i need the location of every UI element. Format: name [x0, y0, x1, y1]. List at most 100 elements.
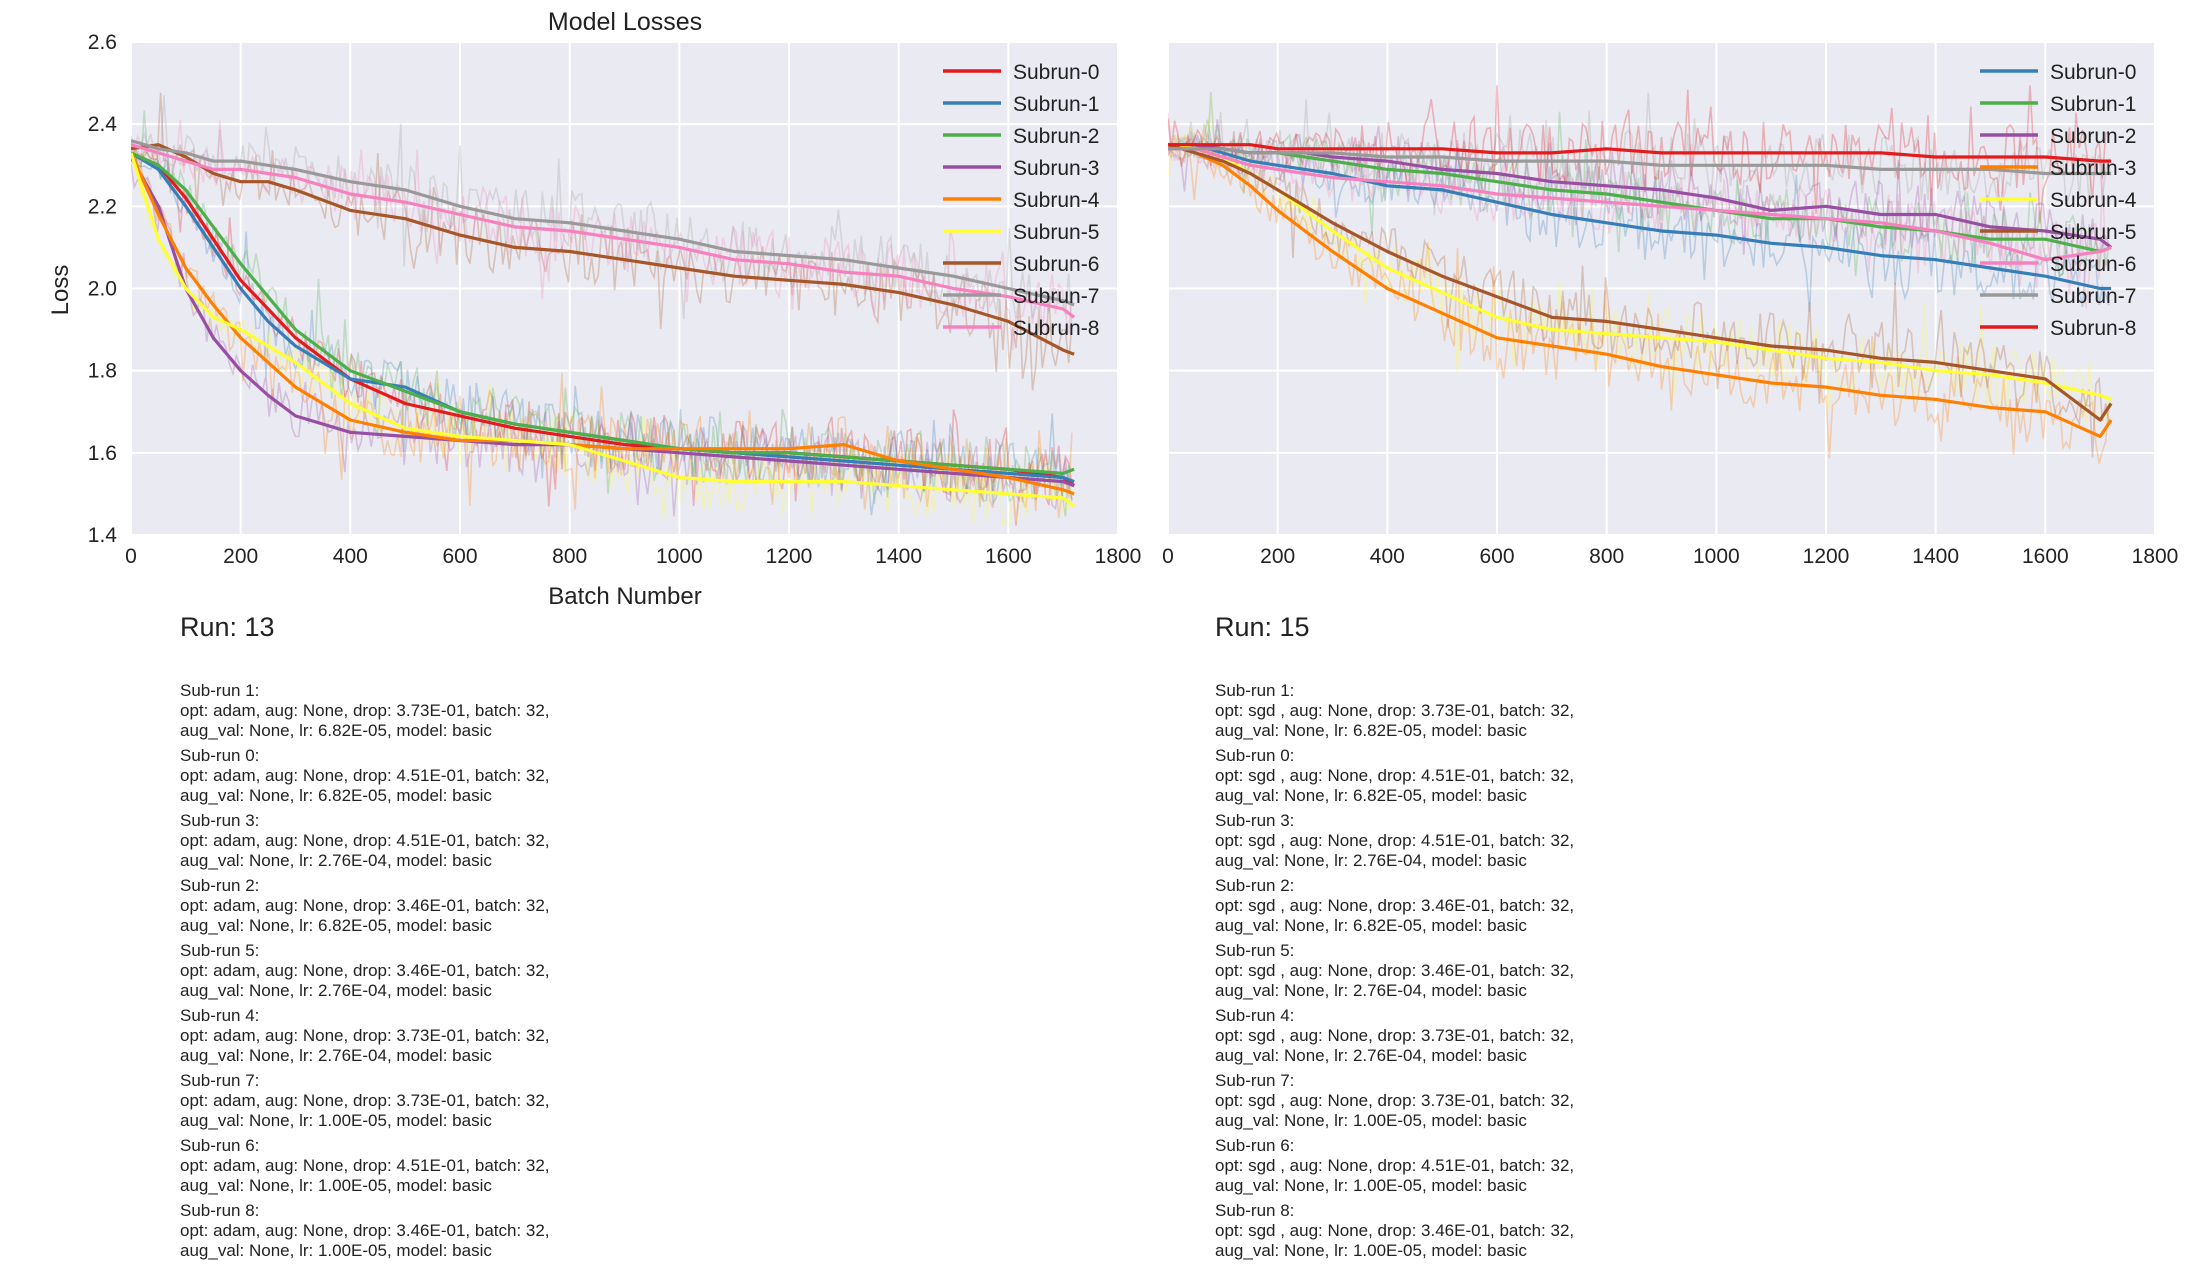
x-tick-label: 800: [552, 545, 587, 568]
legend-label: Subrun-4: [1013, 189, 1100, 212]
subrun-label: Sub-run 1:: [180, 681, 260, 700]
raw-loss-trace: [1168, 92, 2110, 232]
subrun-entry: Sub-run 6: opt: sgd , aug: None, drop: 4.…: [1215, 1136, 2015, 1196]
y-tick-label: 2.6: [88, 31, 117, 54]
legend-label: Subrun-8: [1013, 317, 1099, 340]
legend-label: Subrun-6: [2050, 253, 2136, 276]
series-line-subrun-2: [131, 151, 1075, 475]
legend-label: Subrun-5: [1013, 221, 1099, 244]
subrun-entry: Sub-run 7: opt: sgd , aug: None, drop: 3.…: [1215, 1071, 2015, 1131]
legend-label: Subrun-8: [2050, 317, 2136, 340]
x-tick-label: 1200: [766, 545, 813, 568]
subrun-label: Sub-run 6:: [180, 1136, 260, 1155]
subrun-label: Sub-run 6:: [1215, 1136, 1295, 1155]
raw-loss-trace: [1168, 92, 2110, 312]
subrun-label: Sub-run 3:: [180, 811, 260, 830]
subrun-config: opt: sgd , aug: None, drop: 3.73E-01, ba…: [1215, 1026, 1575, 1065]
subrun-entry: Sub-run 2: opt: sgd , aug: None, drop: 3.…: [1215, 876, 2015, 936]
raw-loss-trace: [1168, 123, 2110, 464]
raw-loss-trace: [1168, 111, 2110, 278]
subrun-label: Sub-run 8:: [1215, 1201, 1295, 1220]
legend-label: Subrun-6: [1013, 253, 1099, 276]
subrun-label: Sub-run 3:: [1215, 811, 1295, 830]
x-tick-label: 1000: [1693, 545, 1740, 568]
x-tick-label: 600: [1479, 545, 1514, 568]
loss-plot-run-13: 0 200 400 600 800 1000 1200 1400 1600 1800 1.4 1.6 1…: [88, 31, 1142, 568]
y-tick-label: 1.4: [88, 524, 118, 547]
x-tick-label: 400: [1370, 545, 1405, 568]
legend-label: Subrun-2: [2050, 125, 2136, 148]
subrun-label: Sub-run 4:: [180, 1006, 260, 1025]
series-line-subrun-7: [131, 139, 1075, 307]
subrun-config: opt: sgd , aug: None, drop: 3.73E-01, ba…: [1215, 701, 1575, 740]
subrun-config: opt: sgd , aug: None, drop: 3.46E-01, ba…: [1215, 896, 1575, 935]
subrun-label: Sub-run 4:: [1215, 1006, 1295, 1025]
legend-label: Subrun-2: [1013, 125, 1099, 148]
series-line-subrun-3: [1168, 143, 2113, 438]
legend-label: Subrun-4: [2050, 189, 2137, 212]
subrun-entry: Sub-run 0: opt: sgd , aug: None, drop: 4.…: [1215, 746, 2015, 806]
subrun-label: Sub-run 5:: [180, 941, 260, 960]
series-line-subrun-8: [131, 143, 1076, 319]
subrun-label: Sub-run 1:: [1215, 681, 1295, 700]
subrun-entry: Sub-run 6: opt: adam, aug: None, drop: 4.…: [180, 1136, 980, 1196]
model-losses-figure: Model Losses Batch Number Loss 0 200 400 60…: [47, 8, 2179, 610]
subrun-label: Sub-run 8:: [180, 1201, 260, 1220]
series-line-subrun-5: [1168, 143, 2113, 422]
subrun-label: Sub-run 2:: [1215, 876, 1295, 895]
run-13-summary: Run: 13 Sub-run 1: opt: adam, aug: None, …: [180, 612, 980, 1266]
subrun-entry: Sub-run 2: opt: adam, aug: None, drop: 3.…: [180, 876, 980, 936]
legend-label: Subrun-3: [2050, 157, 2136, 180]
subrun-config: opt: sgd , aug: None, drop: 4.51E-01, ba…: [1215, 831, 1575, 870]
legend-label: Subrun-5: [2050, 221, 2136, 244]
subrun-entry: Sub-run 5: opt: sgd , aug: None, drop: 3.…: [1215, 941, 2015, 1001]
subrun-entry: Sub-run 8: opt: adam, aug: None, drop: 3.…: [180, 1201, 980, 1261]
legend-label: Subrun-1: [1013, 93, 1099, 116]
y-tick-label: 2.4: [88, 113, 118, 136]
x-tick-label: 0: [1162, 545, 1174, 568]
legend-label: Subrun-7: [1013, 285, 1099, 308]
subrun-config: opt: adam, aug: None, drop: 4.51E-01, ba…: [180, 1156, 550, 1195]
legend-label: Subrun-0: [1013, 61, 1099, 84]
subrun-config: opt: adam, aug: None, drop: 3.73E-01, ba…: [180, 1026, 550, 1065]
raw-loss-trace: [1168, 85, 2109, 224]
series-line-subrun-8: [1168, 143, 2112, 163]
legend: Subrun-0 Subrun-1 Subrun-2 Subrun-3 Subrun-4…: [943, 61, 1100, 340]
raw-loss-trace: [131, 149, 1073, 526]
subrun-entry: Sub-run 3: opt: adam, aug: None, drop: 4.…: [180, 811, 980, 871]
subrun-entry: Sub-run 3: opt: sgd , aug: None, drop: 4.…: [1215, 811, 2015, 871]
legend: Subrun-0 Subrun-1 Subrun-2 Subrun-3 Subrun-4…: [1980, 61, 2137, 340]
legend-label: Subrun-7: [2050, 285, 2136, 308]
subrun-entry: Sub-run 8: opt: sgd , aug: None, drop: 3.…: [1215, 1201, 2015, 1261]
subrun-config: opt: sgd , aug: None, drop: 3.73E-01, ba…: [1215, 1091, 1575, 1130]
series-line-subrun-3: [131, 156, 1075, 488]
subrun-config: opt: adam, aug: None, drop: 3.73E-01, ba…: [180, 1091, 550, 1130]
x-tick-label: 1600: [985, 545, 1032, 568]
run-15-summary: Run: 15 Sub-run 1: opt: sgd , aug: None, …: [1215, 612, 2015, 1266]
subrun-config: opt: sgd , aug: None, drop: 3.46E-01, ba…: [1215, 961, 1575, 1000]
run-title: Run: 15: [1215, 612, 1310, 642]
subrun-entry: Sub-run 5: opt: adam, aug: None, drop: 3.…: [180, 941, 980, 1001]
y-tick-label: 2.0: [88, 278, 117, 301]
x-tick-label: 1600: [2022, 545, 2069, 568]
x-tick-label: 0: [125, 545, 137, 568]
subrun-entry: Sub-run 1: opt: sgd , aug: None, drop: 3.…: [1215, 681, 2015, 741]
x-tick-label: 800: [1589, 545, 1624, 568]
raw-loss-trace: [1168, 131, 2110, 458]
subrun-label: Sub-run 2:: [180, 876, 260, 895]
x-tick-label: 1800: [2132, 545, 2179, 568]
subrun-label: Sub-run 0:: [180, 746, 260, 765]
raw-loss-trace: [131, 95, 1073, 331]
x-tick-label: 1800: [1095, 545, 1142, 568]
y-tick-label: 2.2: [88, 195, 117, 218]
subrun-entry: Sub-run 4: opt: sgd , aug: None, drop: 3.…: [1215, 1006, 2015, 1066]
figure-title: Model Losses: [548, 8, 702, 36]
series-line-subrun-5: [131, 152, 1076, 508]
subrun-config: opt: adam, aug: None, drop: 4.51E-01, ba…: [180, 831, 550, 870]
subrun-config: opt: adam, aug: None, drop: 4.51E-01, ba…: [180, 766, 550, 805]
loss-plot-run-15: 0 200 400 600 800 1000 1200 1400 1600 1800 Subrun-…: [1162, 41, 2179, 568]
run-title: Run: 13: [180, 612, 275, 642]
legend-label: Subrun-1: [2050, 93, 2136, 116]
subrun-entry: Sub-run 7: opt: adam, aug: None, drop: 3.…: [180, 1071, 980, 1131]
subrun-list: Sub-run 1: opt: adam, aug: None, drop: 3.…: [180, 681, 980, 1261]
